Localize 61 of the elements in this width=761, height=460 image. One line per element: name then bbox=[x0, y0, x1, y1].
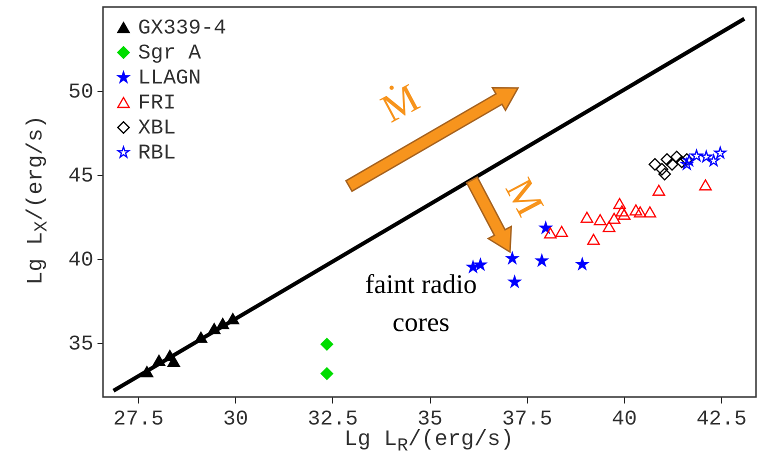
point bbox=[658, 168, 672, 180]
point bbox=[666, 158, 678, 171]
point bbox=[714, 146, 726, 158]
point bbox=[320, 367, 334, 380]
point bbox=[634, 206, 647, 218]
x-tick-label: 42.5 bbox=[696, 408, 747, 432]
point bbox=[644, 206, 656, 218]
annotation: faint radio cores bbox=[364, 268, 478, 339]
legend-label: Sgr A bbox=[138, 42, 202, 66]
point bbox=[660, 153, 674, 166]
point bbox=[613, 198, 626, 210]
y-tick-label: 50 bbox=[68, 82, 94, 105]
y-tick-label: 40 bbox=[68, 250, 94, 273]
point bbox=[555, 226, 568, 238]
point bbox=[576, 258, 588, 270]
legend-label: GX339-4 bbox=[138, 18, 226, 40]
point bbox=[194, 332, 208, 343]
point bbox=[708, 154, 720, 166]
point bbox=[608, 212, 620, 224]
y-tick-label: 35 bbox=[68, 334, 94, 357]
point bbox=[226, 313, 240, 324]
legend-label: LLAGN bbox=[138, 68, 202, 90]
point bbox=[544, 227, 557, 239]
point bbox=[508, 276, 521, 288]
point bbox=[216, 318, 230, 330]
legend-label: FRI bbox=[138, 92, 176, 116]
y-tick-label: 45 bbox=[68, 166, 94, 189]
point bbox=[630, 204, 642, 216]
point bbox=[602, 220, 616, 232]
point bbox=[700, 150, 712, 162]
annotation: M bbox=[496, 170, 554, 224]
point bbox=[474, 258, 486, 270]
point bbox=[618, 208, 631, 220]
point bbox=[540, 222, 552, 234]
point bbox=[594, 214, 606, 226]
point bbox=[616, 205, 628, 216]
legend-label: XBL bbox=[138, 118, 176, 140]
point bbox=[690, 150, 703, 162]
annotation: Ṁ bbox=[373, 74, 427, 132]
x-tick-label: 40 bbox=[612, 408, 637, 432]
point bbox=[587, 234, 600, 245]
point bbox=[680, 153, 694, 166]
point bbox=[208, 322, 221, 334]
point bbox=[152, 354, 166, 366]
point bbox=[580, 212, 594, 223]
point bbox=[680, 158, 693, 170]
point bbox=[670, 150, 684, 164]
point bbox=[536, 254, 548, 266]
point bbox=[506, 252, 518, 264]
point bbox=[320, 338, 334, 351]
point bbox=[683, 154, 696, 166]
point bbox=[167, 356, 180, 367]
point bbox=[652, 184, 666, 196]
x-tick-label: 30 bbox=[223, 408, 248, 432]
x-tick-label: 27.5 bbox=[113, 408, 164, 432]
point bbox=[699, 179, 712, 190]
point bbox=[656, 162, 668, 176]
point bbox=[648, 158, 662, 171]
legend-label: RBL bbox=[138, 142, 176, 166]
point bbox=[466, 260, 480, 272]
point bbox=[140, 366, 154, 378]
